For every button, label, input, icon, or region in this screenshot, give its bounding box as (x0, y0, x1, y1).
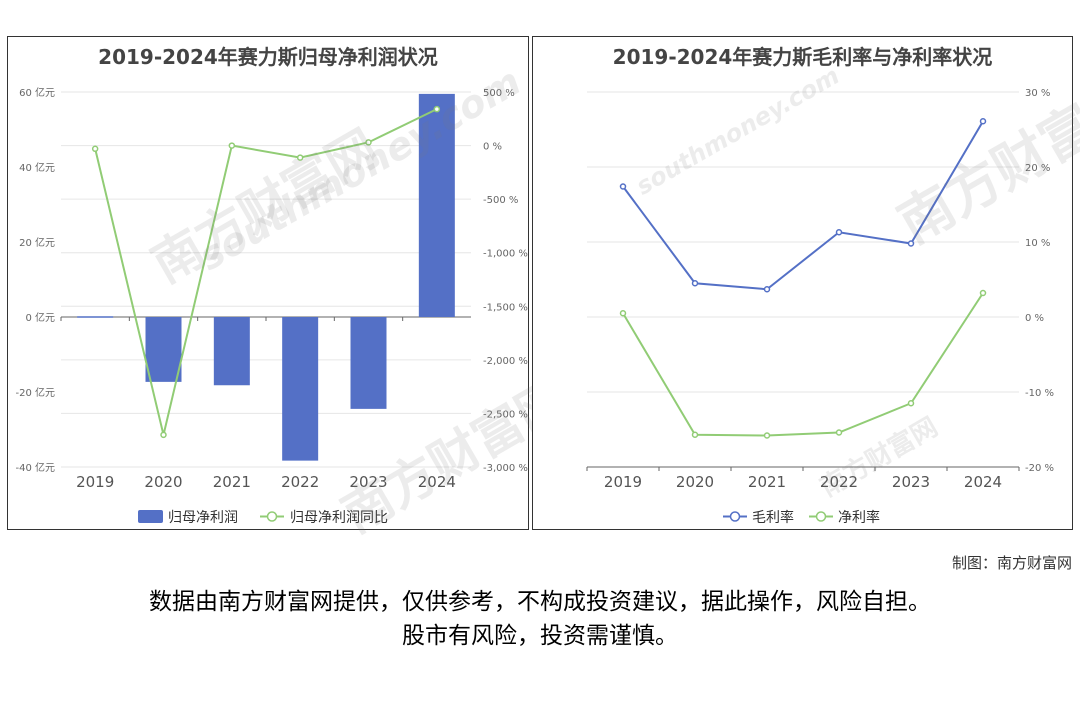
bar (77, 316, 114, 318)
x-axis-tick-label: 2023 (349, 473, 387, 491)
line-point (619, 310, 627, 317)
line-point (160, 431, 167, 439)
bar (418, 93, 455, 317)
legend-line-marker (266, 511, 278, 522)
bar (145, 317, 182, 382)
right-axis-tick-label: 0 % (483, 142, 502, 153)
right-axis-tick-label: -500 % (483, 195, 518, 206)
net-margin-line (622, 292, 984, 437)
legend-line-marker (815, 511, 827, 522)
left-axis-tick-label: 40 亿元 (19, 161, 55, 174)
line-point (228, 142, 236, 149)
bar (282, 317, 319, 461)
legend-label: 归母净利润 (168, 509, 238, 526)
x-axis-tick-label: 2021 (748, 473, 786, 491)
left-axis-tick-label: -40 亿元 (15, 461, 55, 474)
x-axis-tick-label: 2020 (676, 473, 714, 491)
right-axis-tick-label: 500 % (483, 88, 515, 99)
legend-label: 净利率 (838, 509, 880, 526)
margin-chart: 30 % 20 % 10 % 0 % -10 % -20 % 2019 2020 2021 202… (586, 88, 1054, 526)
chart-title: 2019-2024年赛力斯归母净利润状况 (98, 45, 438, 69)
line-point (763, 432, 771, 439)
right-axis-tick-label: 30 % (1025, 88, 1050, 99)
left-axis-tick-label: 0 亿元 (25, 311, 55, 324)
right-axis-tick-label: -3,000 % (483, 463, 528, 474)
x-axis-tick-label: 2019 (76, 473, 114, 491)
bar (350, 317, 387, 409)
legend-line-marker (729, 511, 741, 522)
line-point (365, 139, 372, 146)
right-axis-tick-label: -20 % (1025, 463, 1054, 474)
line-point (619, 183, 627, 190)
yoy-line (94, 108, 438, 436)
x-axis-tick-label: 2022 (820, 473, 858, 491)
chart-title: 2019-2024年赛力斯毛利率与净利率状况 (612, 45, 993, 69)
net-profit-chart: 60 亿元 40 亿元 20 亿元 0 亿元 -20 亿元 -40 亿元 500 % 0 % -… (15, 86, 528, 526)
line-point (835, 229, 843, 236)
disclaimer-line-2: 股市有风险，投资需谨慎。 (402, 623, 678, 649)
gross-margin-line (622, 120, 984, 291)
line-point (763, 286, 771, 293)
chart-credit: 制图：南方财富网 (951, 554, 1072, 572)
line-point (691, 280, 699, 287)
x-axis-tick-label: 2019 (604, 473, 642, 491)
line-point (433, 105, 441, 113)
left-axis-tick-label: -20 亿元 (15, 386, 55, 399)
x-axis-tick-label: 2024 (418, 473, 456, 491)
right-axis-tick-label: -1,500 % (483, 302, 528, 313)
margin-chart-panel: 2019-2024年赛力斯毛利率与净利率状况 30 % 20 % 10 % 0 % -1… (532, 36, 1080, 530)
x-axis-tick-label: 2020 (144, 473, 182, 491)
line-point (91, 145, 99, 153)
x-axis-tick-label: 2022 (281, 473, 319, 491)
right-axis-tick-label: -10 % (1025, 388, 1054, 399)
line-point (979, 289, 987, 297)
right-axis-tick-label: -1,000 % (483, 249, 528, 260)
x-axis-tick-label: 2021 (213, 473, 251, 491)
line-point (835, 429, 843, 436)
right-axis-tick-label: 10 % (1025, 238, 1050, 249)
right-axis-tick-label: 0 % (1025, 313, 1044, 324)
right-axis-tick-label: 20 % (1025, 163, 1050, 174)
x-axis-tick-label: 2023 (892, 473, 930, 491)
legend-label: 毛利率 (752, 509, 794, 526)
disclaimer-line-1: 数据由南方财富网提供，仅供参考，不构成投资建议，据此操作，风险自担。 (149, 589, 931, 615)
legend-label: 归母净利润同比 (290, 509, 388, 526)
net-profit-chart-panel: 2019-2024年赛力斯归母净利润状况 60 亿元 40 亿元 20 亿元 0 亿元… (7, 36, 578, 544)
right-axis-tick-label: -2,000 % (483, 356, 528, 367)
left-axis-tick-label: 60 亿元 (19, 86, 55, 99)
line-point (907, 400, 915, 407)
legend-bar-swatch (138, 510, 163, 523)
line-point (691, 431, 699, 438)
line-point (979, 118, 987, 125)
left-axis-tick-label: 20 亿元 (19, 236, 55, 249)
line-point (296, 154, 304, 161)
line-point (907, 240, 915, 247)
right-axis-tick-label: -2,500 % (483, 409, 528, 420)
x-axis-tick-label: 2024 (964, 473, 1002, 491)
bar (213, 317, 250, 386)
